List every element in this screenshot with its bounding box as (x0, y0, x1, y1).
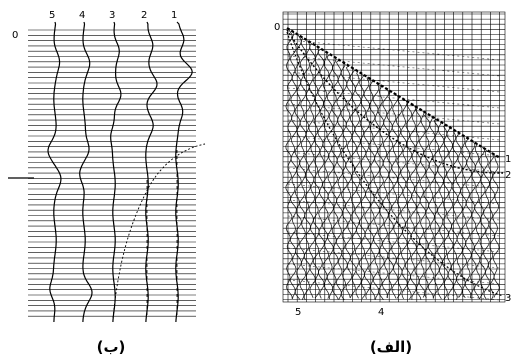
hatch-line (287, 279, 501, 301)
hatch-line (287, 151, 501, 173)
hatch-line (287, 135, 501, 157)
hatch-line (287, 263, 501, 285)
wiggle-trace (326, 54, 335, 300)
wiggle-trace (391, 93, 399, 299)
wiggle-trace (285, 29, 293, 299)
trace-wiggle (47, 21, 62, 323)
wiggle-trace (395, 96, 404, 299)
wiggle-trace (358, 73, 367, 299)
waveform-field (285, 29, 501, 301)
right-label-2: 2 (505, 170, 511, 181)
hatch-line (287, 183, 501, 205)
first-arrival-line (286, 27, 501, 159)
trace-label-4: 4 (79, 10, 85, 21)
trace-wiggle (110, 21, 122, 323)
trace-wiggle (175, 21, 193, 323)
hatch-line (287, 199, 501, 221)
wiggle-trace (368, 79, 376, 300)
bottom-label-4: 4 (378, 307, 384, 318)
horizontal-gridlines (28, 29, 196, 317)
dashed-curve (112, 143, 206, 319)
wiggle-trace (345, 65, 353, 298)
wiggle-trace (455, 132, 463, 298)
trace-wiggle (79, 21, 93, 323)
wiggle-trace (423, 113, 431, 299)
wiggle-trace (322, 51, 330, 299)
wiggle-trace (469, 141, 477, 299)
trace-wiggles (47, 21, 193, 323)
hatch-line (287, 231, 501, 253)
wiggle-trace (400, 99, 408, 300)
wiggle-trace (386, 90, 394, 299)
panel-alef-caption: (الف) (370, 338, 412, 356)
panel-alef: 0 1 2 3 5 4 (الف) (274, 11, 511, 356)
trace-wiggle (145, 21, 158, 323)
hatch-line (287, 39, 501, 61)
wiggle-trace (312, 45, 321, 299)
wiggle-trace (418, 110, 427, 298)
wiggle-trace (473, 144, 482, 299)
hatch-line (287, 167, 501, 189)
wiggle-trace (349, 68, 358, 299)
wiggle-trace (294, 34, 302, 300)
wiggle-trace (335, 59, 344, 300)
wiggle-trace (317, 48, 325, 299)
trace-label-5: 5 (49, 10, 55, 21)
wiggle-trace (432, 118, 440, 299)
wiggle-trace (381, 87, 390, 298)
wiggle-trace (437, 121, 445, 300)
hatch-line (287, 247, 501, 269)
wiggle-trace (331, 57, 339, 300)
wiggle-trace (289, 31, 298, 300)
depth-zero-label: 0 (12, 30, 18, 41)
bottom-label-5: 5 (295, 307, 301, 318)
hatch-line (287, 71, 501, 93)
wiggle-trace (372, 82, 381, 300)
wiggle-trace (442, 124, 449, 300)
hatch-line (287, 215, 501, 237)
right-label-3: 3 (505, 293, 511, 304)
hatch-line (287, 87, 501, 109)
trace-label-1: 1 (171, 10, 177, 21)
wiggle-trace (409, 104, 417, 300)
wiggle-trace (450, 130, 459, 300)
hatch-line (287, 119, 501, 141)
wiggle-trace (464, 138, 473, 299)
reflection-curve (286, 29, 504, 174)
hatch-line (287, 55, 501, 77)
trace-label-2: 2 (141, 10, 147, 21)
wiggle-trace (427, 116, 436, 299)
wiggle-trace (303, 40, 311, 301)
panel-b: 0 5 4 3 2 1 (ب) (8, 10, 206, 356)
wiggle-trace (414, 107, 422, 300)
wiggle-trace (492, 155, 500, 298)
depth-zero-label: 0 (274, 22, 280, 33)
wiggle-trace (405, 101, 413, 300)
deep-curve (286, 31, 504, 297)
edge-labels: 1 2 3 5 4 (295, 154, 511, 318)
trace-label-3: 3 (109, 10, 115, 21)
wiggle-trace (446, 127, 454, 300)
hatch-line (287, 103, 501, 125)
trace-number-labels: 5 4 3 2 1 (49, 10, 177, 21)
wiggle-trace (354, 71, 362, 299)
right-label-1: 1 (505, 154, 511, 165)
panel-b-caption: (ب) (97, 338, 126, 356)
